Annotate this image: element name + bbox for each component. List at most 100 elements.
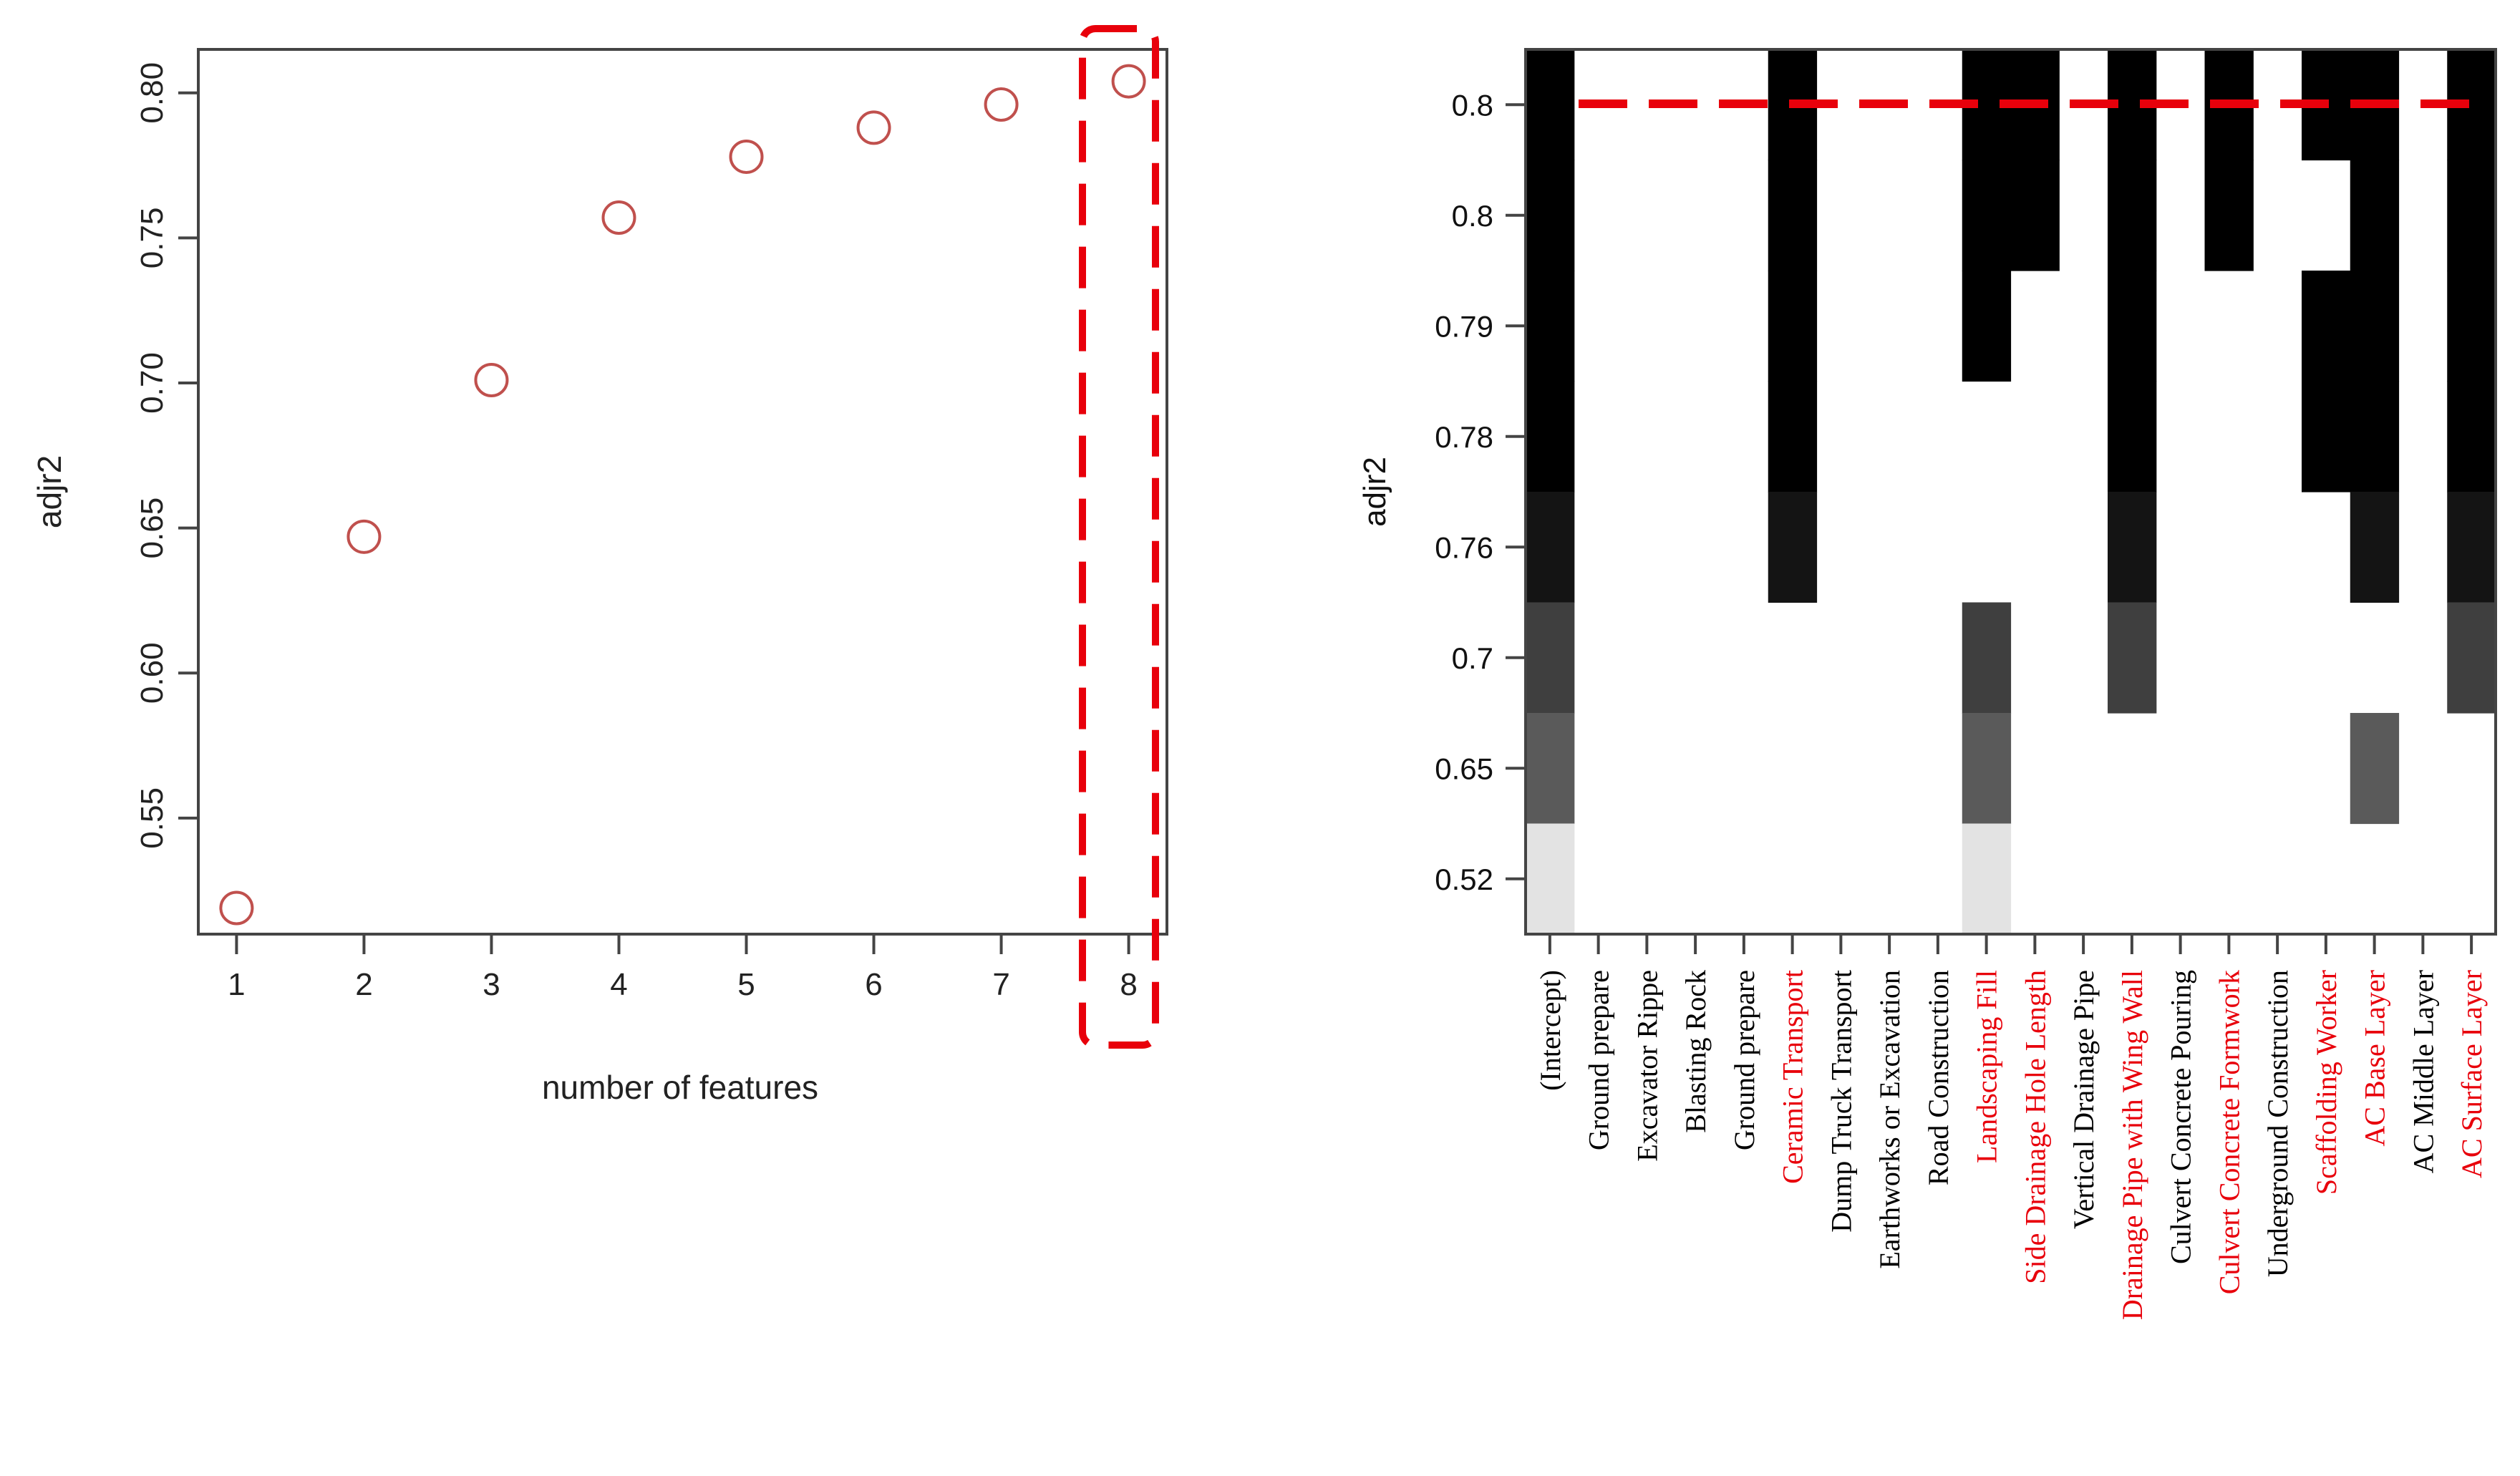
heatmap-y-tick-label: 0.8: [1452, 88, 1493, 122]
heatmap-cell: [1962, 823, 2012, 935]
scatter-x-tick-label: 7: [992, 967, 1009, 1002]
heatmap-y-tick-label: 0.7: [1452, 641, 1493, 675]
heatmap-plot-area: [1524, 48, 2497, 936]
heatmap-cell: [2447, 271, 2496, 382]
heatmap-cell: [2350, 271, 2400, 382]
heatmap-column-label: AC Middle Layer: [2407, 970, 2439, 1173]
heatmap-cell: [1962, 160, 2012, 271]
heatmap-cell: [2108, 160, 2157, 271]
heatmap-cell: [1526, 492, 1575, 603]
heatmap-y-tick-label: 0.8: [1452, 199, 1493, 233]
heatmap-column-label: (Intercept): [1534, 970, 1566, 1091]
heatmap-column-label: Culvert Concrete Formwork: [2213, 970, 2245, 1294]
heatmap-column-label: Road Construction: [1922, 970, 1954, 1185]
heatmap-cell: [1768, 160, 1818, 271]
heatmap-cell: [1526, 160, 1575, 271]
scatter-point: [601, 200, 636, 236]
heatmap-column-label: Earthworks or Excavation: [1874, 970, 1906, 1269]
heatmap-column-label: Scaffolding Worker: [2310, 970, 2342, 1195]
heatmap-column-label: Blasting Rock: [1680, 970, 1712, 1133]
scatter-point: [219, 890, 254, 926]
scatter-x-tick-label: 4: [610, 967, 627, 1002]
heatmap-cell: [2350, 160, 2400, 271]
heatmap-cell: [2447, 381, 2496, 492]
heatmap-cell: [2350, 492, 2400, 603]
heatmap-cell: [2350, 713, 2400, 825]
heatmap-cell: [2447, 160, 2496, 271]
scatter-plot-area: [197, 48, 1168, 936]
scatter-point: [474, 362, 509, 397]
scatter-y-tick-label: 0.60: [135, 642, 170, 704]
heatmap-cell: [1526, 602, 1575, 714]
heatmap-cell: [2108, 381, 2157, 492]
scatter-point: [729, 139, 764, 174]
heatmap-column-label: Ceramic Transport: [1777, 970, 1809, 1184]
scatter-y-tick-label: 0.70: [135, 352, 170, 414]
heatmap-column-label: Side Drainage Hole Length: [2019, 970, 2051, 1284]
heatmap-column-label: AC Surface Layer: [2456, 970, 2488, 1178]
heatmap-cells: [1526, 49, 2496, 935]
heatmap-cell: [1526, 271, 1575, 382]
heatmap-column-label: Ground prepare: [1728, 970, 1760, 1150]
heatmap-column-label: Excavator Rippe: [1631, 970, 1663, 1162]
heatmap-column-label: Dump Truck Transport: [1825, 970, 1857, 1233]
scatter-x-tick-label: 8: [1120, 967, 1137, 1002]
heatmap-cell: [2010, 160, 2060, 271]
heatmap-cell: [2108, 271, 2157, 382]
heatmap-column-label: Landscaping Fill: [1971, 970, 2003, 1163]
scatter-points: [219, 64, 1146, 926]
scatter-x-tick-label: 1: [228, 967, 245, 1002]
heatmap-cell: [2302, 271, 2351, 382]
scatter-point: [984, 87, 1019, 122]
heatmap-y-tick-label: 0.52: [1435, 863, 1493, 896]
heatmap-cell: [1768, 492, 1818, 603]
heatmap-cell: [2108, 492, 2157, 603]
heatmap-cell: [1526, 713, 1575, 825]
heatmap-cell: [1768, 271, 1818, 382]
heatmap-cell: [1962, 713, 2012, 825]
heatmap-cell: [1962, 271, 2012, 382]
heatmap-column-label: Vertical Drainage Pipe: [2068, 970, 2100, 1229]
heatmap-y-axis-title: adjr2: [1357, 457, 1392, 527]
heatmap-y-tick-label: 0.65: [1435, 752, 1493, 785]
scatter-y-axis: 0.55 0.60 0.65 0.70 0.75 0.80: [135, 62, 198, 849]
scatter-x-axis: 1 2 3 4 5 6 7 8: [228, 934, 1138, 1002]
scatter-panel: 0.55 0.60 0.65 0.70 0.75 0.80 1 2 3 4 5 6 7 8 number…: [31, 25, 1168, 1106]
heatmap-cell: [2447, 602, 2496, 714]
scatter-y-tick-label: 0.80: [135, 62, 170, 124]
heatmap-y-tick-label: 0.78: [1435, 420, 1493, 454]
heatmap-column-label: Drainage Pipe with Wing Wall: [2116, 970, 2148, 1320]
scatter-x-tick-label: 6: [865, 967, 882, 1002]
heatmap-cell: [2350, 381, 2400, 492]
heatmap-column-label: Ground prepare: [1583, 970, 1615, 1150]
heatmap-panel: 0.8 0.8 0.79 0.78 0.76 0.7 0.65 0.52 (Intercept…: [1357, 48, 2497, 1320]
scatter-point: [856, 110, 891, 145]
scatter-x-tick-label: 3: [483, 967, 500, 1002]
heatmap-column-label: Culvert Concrete Pouring: [2165, 970, 2197, 1264]
heatmap-cell: [1526, 49, 1575, 161]
scatter-y-tick-label: 0.75: [135, 208, 170, 269]
scatter-y-tick-label: 0.65: [135, 497, 170, 559]
heatmap-cell: [1962, 602, 2012, 714]
heatmap-y-tick-label: 0.76: [1435, 530, 1493, 564]
scatter-y-tick-label: 0.55: [135, 787, 170, 849]
heatmap-cell: [2447, 492, 2496, 603]
scatter-x-tick-label: 5: [737, 967, 755, 1002]
selected-feature-count-highlight: [1079, 25, 1159, 1049]
heatmap-cell: [2108, 602, 2157, 714]
heatmap-column-label: AC Base Layer: [2359, 970, 2391, 1147]
heatmap-column-label: Underground Construction: [2262, 970, 2294, 1277]
scatter-x-tick-label: 2: [355, 967, 372, 1002]
heatmap-cell: [1526, 823, 1575, 935]
heatmap-cell: [1768, 381, 1818, 492]
scatter-point: [346, 519, 382, 554]
heatmap-y-axis: 0.8 0.8 0.79 0.78 0.76 0.7 0.65 0.52: [1435, 88, 1526, 896]
scatter-point: [1111, 64, 1146, 99]
scatter-y-axis-title: adjr2: [31, 455, 68, 528]
heatmap-cell: [1526, 381, 1575, 492]
heatmap-cell: [2204, 160, 2254, 271]
heatmap-x-axis: (Intercept) Ground prepare Excavator Rippe…: [1534, 934, 2488, 1320]
heatmap-cell: [2302, 381, 2351, 492]
heatmap-y-tick-label: 0.79: [1435, 309, 1493, 343]
